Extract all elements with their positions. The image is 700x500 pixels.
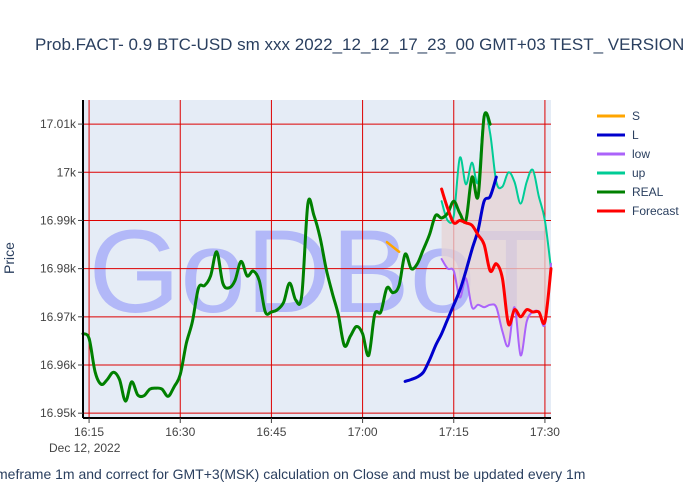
y-tick-label: 16.98k [40,262,77,276]
x-axis-ticks: 16:15 16:30 16:45 17:00 17:15 17:30 [74,418,560,439]
series-line-s [385,240,401,254]
x-tick-label: 17:15 [439,425,469,439]
y-tick-label: 17.01k [40,117,77,131]
x-tick-label: 17:30 [530,425,560,439]
x-axis-date-label: Dec 12, 2022 [49,441,121,455]
series-line-l [403,175,498,383]
legend-label-low: low [632,147,650,161]
x-tick-label: 16:15 [74,425,104,439]
y-tick-label: 16.99k [40,213,77,227]
legend-label-up: up [632,166,646,180]
y-axis-ticks: 16.95k 16.96k 16.97k 16.98k 16.99k 17k 17.01k [40,117,83,420]
x-tick-label: 16:30 [165,425,195,439]
legend-label-s: S [632,109,640,123]
legend-label-l: L [632,128,639,142]
y-tick-label: 17k [57,165,77,179]
series-lines [81,111,553,403]
y-tick-label: 16.96k [40,358,77,372]
series-line-forecast [440,187,553,327]
series-line-real [81,111,492,403]
y-tick-label: 16.97k [40,310,77,324]
x-tick-label: 16:45 [256,425,286,439]
legend-label-real: REAL [632,185,664,199]
x-tick-label: 17:00 [348,425,378,439]
y-axis-title: Price [1,242,17,274]
y-tick-label: 16.95k [40,406,77,420]
footnote: meframe 1m and correct for GMT+3(MSK) ca… [0,466,585,482]
legend-label-forecast: Forecast [632,204,679,218]
chart-title: Prob.FACT- 0.9 BTC-USD sm xxx 2022_12_12… [35,35,684,54]
